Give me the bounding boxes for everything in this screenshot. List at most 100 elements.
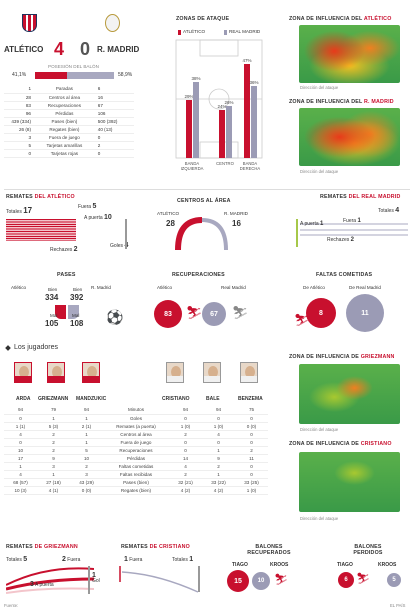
perd-kroos-circle: 5 [387,573,401,587]
stats-row: 3 Fuera de juego 0 [4,133,134,142]
player-stat-value: 1 (1) [4,422,37,431]
players-stats-table: 94 79 94 Minutos 94 94 75 0 1 1 Goles 0 0 0 1 (1) 5 (3)… [4,406,268,495]
stats-home: 0 [4,149,32,158]
player-stat-value: 2 (1) [70,422,103,431]
legend-home-label: ATLÉTICO [183,29,206,34]
heat-rm-dir: Dirección del ataque [300,169,339,174]
player-stat-value: 4 [4,430,37,439]
possession-home-fill [35,72,68,79]
player-stat-value: 1 [37,414,70,423]
player-stat-value: 5 (3) [37,422,70,431]
player-stat-value: 10 (3) [4,486,37,495]
recup-away-player-icon: ⛷ [232,305,249,320]
heatmap-cristiano [299,452,400,512]
stats-away: 6 [96,85,134,94]
goal-post-atm [125,219,127,249]
player-stat-value: 0 [235,438,268,447]
player-stat-value: 3 [70,470,103,479]
stats-row: 1 Paradas 6 [4,85,134,94]
zona-bar-label: 36% [249,80,258,85]
player-stats-row: 94 79 94 Minutos 94 94 75 [4,406,268,415]
heat-rm-title: ZONA DE INFLUENCIA DEL R. MADRID [289,99,394,105]
player-stat-label: Remates (a puerta) [103,422,169,431]
player-stat-value: 0 [235,414,268,423]
player-stat-value: 0 (0) [235,422,268,431]
match-stats-table: 1 Paradas 6 28 Centros al área 16 83 Recuperaci… [4,85,134,158]
stats-away: 67 [96,101,134,110]
remates-griez-lines [6,567,94,594]
stats-label: Tarjetas rojas [32,149,97,158]
player-stat-label: Pases (bien) [103,478,169,487]
player-pass-icon: ⚽ [106,309,124,325]
pases-away-mal: 108 [70,319,84,328]
pases-away-bien: 392 [70,293,84,302]
stats-home: 3 [4,133,32,142]
pases-title: PASES [57,272,76,278]
player-stat-value: 33 (25) [235,478,268,487]
heat-griez-title: ZONA DE INFLUENCIA DE GRIEZMANN [289,354,395,360]
player-stats-row: 4 2 1 Centros al área 2 4 0 [4,430,268,439]
player-stat-value: 4 [4,470,37,479]
jugadores-bullet-icon [5,345,11,351]
balones-perd-title: BALONES PERDIDOS [353,544,383,557]
stats-label: Pérdidas [32,109,97,118]
pases-home-mal: 105 [45,319,59,328]
recup-away-circle: 67 [202,302,226,326]
centros-home-label: ATLÉTICO [157,211,180,216]
remates-atm-fuera: Fuera 5 [78,203,97,210]
jugadores-title: Los jugadores [14,344,58,351]
recup-home-player-icon: ⛷ [186,305,203,320]
pases-away-mal-label: Mal [72,313,80,318]
remates-atm-totales: Totales 17 [6,206,33,215]
centros-home-value: 28 [166,219,175,228]
player-stats-row: 68 (57) 27 (18) 43 (29) Pases (bien) 32 (21)… [4,478,268,487]
recup-away-label: Real Madrid [221,285,246,290]
avatar-cristiano [166,362,184,383]
heatmap-real-madrid [299,108,400,166]
pases-bar-away [68,305,79,319]
stats-row: 26 (8) Regates (bien) 40 (13) [4,125,134,134]
player-name-mandzukic: MANDZUKIC [76,396,107,402]
player-stat-label: Goles [103,414,169,423]
heat-atm-dir: Dirección del ataque [300,85,339,90]
goal-post-rm [296,219,298,247]
player-stat-value: 94 [202,406,235,415]
remates-cris-fuera: 1 Fuera [124,556,143,563]
player-stat-value: 9 [202,454,235,463]
atletico-crest-icon [22,14,37,32]
stats-away: 0 [96,149,134,158]
player-stat-value: 1 [70,430,103,439]
stats-home: 26 (8) [4,125,32,134]
stats-home: 5 [4,141,32,150]
player-stats-row: 0 1 1 Goles 0 0 0 [4,414,268,423]
player-stat-value: 2 [70,462,103,471]
player-stat-value: 0 [4,438,37,447]
real-madrid-crest-icon [105,14,120,32]
player-stat-value: 1 [37,470,70,479]
player-stats-row: 4 1 3 Faltas recibidas 2 1 0 [4,470,268,479]
remates-rm-fuera: Fuera 1 [343,218,361,224]
stats-home: 1 [4,85,32,94]
remates-atm-stripes [6,219,76,241]
remates-griez-totales: Totales 5 [6,556,28,563]
heatmap-atletico [299,25,400,83]
stats-home: 28 [4,93,32,102]
stats-away: 16 [96,93,134,102]
centros-title: CENTROS AL ÁREA [177,198,231,204]
perd-tiago-circle: 6 [338,572,354,588]
player-name-cristiano: CRISTIANO [162,396,190,402]
zonas-title: ZONAS DE ATAQUE [176,16,230,22]
player-stat-value: 1 [4,462,37,471]
player-stat-value: 0 [235,462,268,471]
pases-home-bien-label: Bien [48,287,58,292]
stats-away: 0 [96,133,134,142]
player-stats-row: 17 9 10 Pérdidas 14 9 11 [4,454,268,463]
away-team-name: R. MADRID [97,45,140,54]
stats-label: Fuera de juego [32,133,97,142]
player-stat-value: 1 (0) [202,422,235,431]
stats-row: 5 Tarjetas amarillas 2 [4,141,134,150]
player-stat-value: 4 (1) [37,486,70,495]
remates-griez-puerta: 3 A puerta [30,581,54,588]
recup-home-circle: 83 [154,300,182,328]
